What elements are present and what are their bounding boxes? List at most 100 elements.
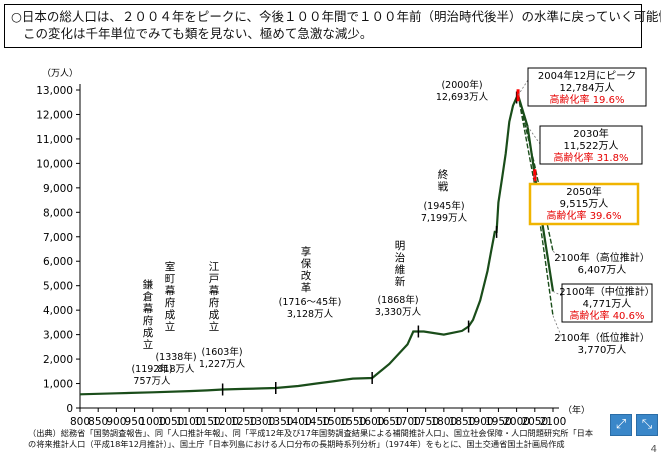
callout-text: 2030年 (573, 127, 608, 140)
event-date: (1192年) (131, 363, 172, 375)
event-date: (1945年) (423, 200, 464, 212)
expand-icon[interactable]: ⤢ (610, 414, 632, 436)
y-tick-label: 12,000 (36, 109, 73, 121)
callout-leader (517, 79, 529, 96)
collapse-icon[interactable]: ⤡ (636, 414, 658, 436)
event-label-char: 革 (301, 281, 312, 294)
callout-text: 2100年（低位推計） (554, 331, 649, 344)
callout-text: 9,515万人 (560, 198, 609, 210)
y-tick-label: 4,000 (43, 305, 73, 317)
event-population: 757万人 (133, 376, 171, 387)
y-tick-label: 2,000 (43, 354, 73, 366)
y-tick-label: 13,000 (36, 85, 73, 97)
event-date: (1868年) (377, 294, 418, 306)
x-axis-unit: （年） (563, 404, 590, 416)
x-tick-label: 1400 (285, 416, 312, 428)
x-tick-label: 1450 (303, 416, 330, 428)
x-tick-label: 1850 (449, 416, 476, 428)
event-label-char: 立 (209, 320, 220, 333)
event-label-char: 成 (143, 327, 154, 339)
x-tick-label: 1600 (358, 416, 385, 428)
x-tick-label: 900 (106, 416, 126, 428)
projection-mid-line (517, 94, 555, 292)
source-line-2: の将来推計人口（平成18年12月推計）」、国土庁「日本列島における人口分布の長期… (28, 439, 565, 449)
event-label-char: 江 (209, 261, 220, 273)
event-label-char: 幕 (143, 302, 154, 315)
x-tick-label: 800 (70, 416, 90, 428)
event-population: 1,227万人 (199, 359, 246, 370)
callout-text: 2100年（高位推計） (554, 251, 649, 264)
event-date: (1603年) (201, 346, 242, 358)
event-label-char: 維 (395, 263, 406, 276)
x-tick-label: 1250 (230, 416, 257, 428)
callout-aging-rate: 高齢化率 19.6% (550, 93, 625, 106)
y-tick-label: 5,000 (43, 281, 73, 293)
callout-leader (552, 250, 563, 259)
y-tick-label: 0 (66, 403, 73, 415)
y-tick-label: 8,000 (43, 207, 73, 219)
x-tick-label: 1100 (176, 416, 203, 428)
y-tick-label: 1,000 (43, 379, 73, 391)
event-label-char: 鎌 (143, 278, 154, 291)
x-tick-label: 2050 (521, 416, 548, 428)
x-tick-label: 1900 (467, 416, 494, 428)
y-tick-label: 10,000 (36, 158, 73, 170)
event-date: (1338年) (155, 351, 196, 363)
callout-leader (552, 290, 563, 297)
source-line-1: （出典）総務省「国勢調査報告」、同「人口推計年報」、同「平成12年及び17年国勢… (28, 428, 594, 438)
x-tick-label: 1550 (340, 416, 367, 428)
event-label-char: 戸 (209, 273, 220, 285)
event-label-char: 幕 (209, 284, 220, 297)
event-label-char: 倉 (143, 290, 154, 303)
population-chart: 0 1,000 2,000 3,000 4,000 5,000 6,000 7,000 8,00… (36, 67, 655, 428)
y-tick-label: 3,000 (43, 330, 73, 342)
y-tick-label: 11,000 (36, 134, 73, 146)
event-label-char: 成 (165, 309, 176, 321)
x-tick-label: 1000 (139, 416, 166, 428)
event-population: 12,693万人 (436, 92, 489, 103)
event-label-char: 室 (165, 260, 176, 273)
page-number: 4 (650, 444, 657, 455)
x-tick-label: 950 (125, 416, 145, 428)
event-label-char: 成 (209, 309, 220, 321)
event-label-char: 治 (395, 251, 406, 264)
event-label-char: 新 (395, 275, 406, 288)
callout-text: 3,770万人 (578, 344, 627, 356)
x-tick-label: 1950 (485, 416, 512, 428)
x-tick-label: 1750 (412, 416, 439, 428)
headline-line-2: この変化は千年単位でみても類を見ない、極めて急激な減少。 (23, 26, 373, 41)
x-tick-label: 2000 (503, 416, 530, 428)
event-label-char: 府 (143, 314, 154, 327)
callout-aging-rate: 高齢化率 31.8% (554, 151, 629, 164)
event-label-char: 府 (209, 296, 220, 309)
headline-line-1: ○日本の総人口は、２００４年をピークに、今後１００年間で１００年前（明治時代後半… (11, 9, 661, 24)
event-label-char: 幕 (165, 284, 176, 297)
callout-box (539, 125, 643, 165)
callout-text: 2050年 (566, 185, 601, 198)
callout-box (561, 283, 653, 323)
y-axis-unit: （万人） (42, 68, 78, 79)
event-population: 3,128万人 (287, 309, 334, 320)
x-tick-label: 2100 (540, 416, 567, 428)
event-label-char: 享 (301, 245, 312, 258)
event-label-char: 明 (395, 240, 406, 252)
callout-aging-rate: 高齢化率 39.6% (547, 209, 622, 222)
slide-nav: ⤢ ⤡ (610, 414, 660, 438)
x-tick-label: 1700 (394, 416, 421, 428)
event-label-char: 町 (165, 273, 176, 285)
y-tick-label: 6,000 (43, 256, 73, 268)
event-label-char: 立 (143, 338, 154, 351)
y-tick-label: 7,000 (43, 232, 73, 244)
event-label-char: 立 (165, 320, 176, 333)
y-tick-label: 9,000 (43, 183, 73, 195)
x-tick-label: 1050 (158, 416, 185, 428)
event-population: 3,330万人 (375, 307, 422, 318)
event-date: (2000年) (441, 79, 482, 91)
source-note: （出典）総務省「国勢調査報告」、同「人口推計年報」、同「平成12年及び17年国勢… (28, 428, 638, 450)
event-label-char: 戦 (438, 180, 449, 193)
callout-text: 12,784万人 (560, 82, 615, 94)
event-label-char: 改 (301, 269, 312, 282)
x-tick-label: 1650 (376, 416, 403, 428)
event-population: 7,199万人 (421, 213, 468, 224)
headline-box: ○日本の総人口は、２００４年をピークに、今後１００年間で１００年前（明治時代後半… (4, 4, 661, 48)
